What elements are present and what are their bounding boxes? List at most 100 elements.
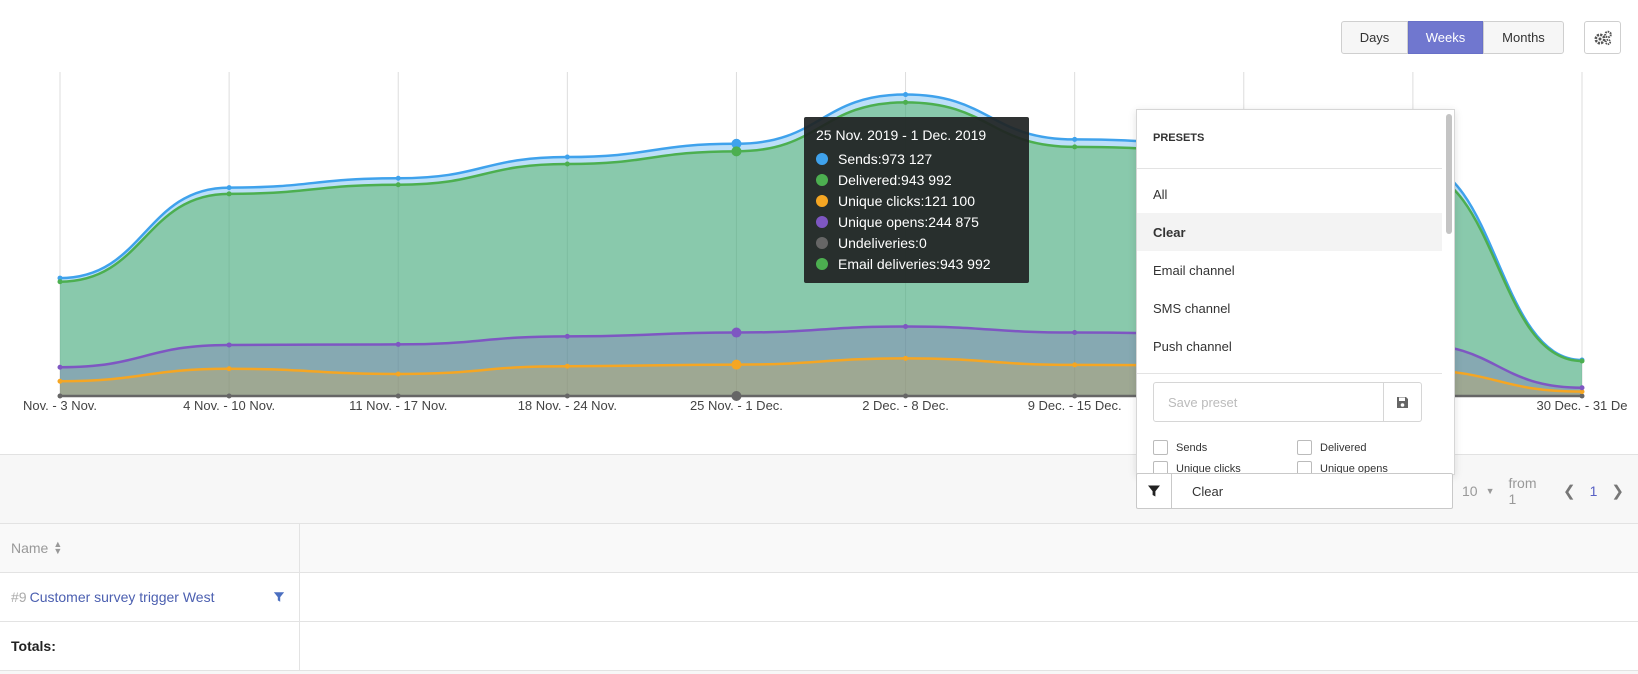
preset-all[interactable]: All xyxy=(1153,186,1168,202)
dropdown-scrollbar[interactable] xyxy=(1446,114,1452,234)
data-point xyxy=(564,154,570,160)
chevron-left-icon[interactable]: ❮ xyxy=(1563,483,1576,500)
data-point xyxy=(903,324,909,330)
save-preset-row xyxy=(1153,382,1422,422)
data-point xyxy=(226,342,232,348)
filter-value: Clear xyxy=(1192,483,1224,499)
data-point xyxy=(226,393,232,399)
chart-tooltip: 25 Nov. 2019 - 1 Dec. 2019 Sends973 127 … xyxy=(804,117,1029,283)
checkbox[interactable] xyxy=(1297,440,1312,455)
data-point xyxy=(731,138,742,149)
tooltip-value: 943 992 xyxy=(901,171,952,188)
row-name-link[interactable]: Customer survey trigger West xyxy=(29,589,215,605)
data-point xyxy=(564,333,570,339)
period-days-button[interactable]: Days xyxy=(1341,21,1408,54)
filter-icon[interactable] xyxy=(273,590,285,606)
data-point xyxy=(564,393,570,399)
x-tick-label: 30 Dec. - 31 De xyxy=(1536,398,1627,413)
presets-title: PRESETS xyxy=(1153,132,1205,144)
data-point xyxy=(57,279,63,285)
metric-label: Unique clicks xyxy=(1176,462,1241,475)
chevron-right-icon[interactable]: ❯ xyxy=(1611,483,1624,500)
tooltip-value: 121 100 xyxy=(924,192,975,209)
tooltip-label: Delivered xyxy=(838,172,901,188)
data-point xyxy=(903,393,909,399)
save-preset-button[interactable] xyxy=(1384,382,1422,422)
preset-sms-channel[interactable]: SMS channel xyxy=(1153,300,1231,316)
caret-down-icon[interactable]: ▼ xyxy=(1485,486,1495,496)
data-point xyxy=(1579,385,1585,391)
data-point xyxy=(395,182,401,188)
floppy-disk-icon xyxy=(1397,396,1408,408)
tooltip-row: Delivered943 992 xyxy=(816,169,1017,190)
name-cell: #9 Customer survey trigger West xyxy=(0,573,300,621)
x-tick-label: 9 Dec. - 15 Dec. xyxy=(1028,398,1122,413)
x-tick-label: 25 Nov. - 1 Dec. xyxy=(690,398,783,413)
metric-unique-opens[interactable]: Unique opens xyxy=(1297,461,1441,474)
metric-label: Sends xyxy=(1176,441,1208,454)
period-switch: Days Weeks Months xyxy=(1341,21,1564,54)
row-id: #9 xyxy=(11,589,27,605)
metric-unique-clicks[interactable]: Unique clicks xyxy=(1153,461,1297,475)
tooltip-label: Sends xyxy=(838,151,882,167)
data-point xyxy=(564,363,570,369)
tooltip-row: Unique opens244 875 xyxy=(816,211,1017,232)
data-point xyxy=(1072,144,1078,150)
totals-cell: Totals: xyxy=(0,622,300,670)
filter-button[interactable] xyxy=(1137,474,1172,508)
period-weeks-button[interactable]: Weeks xyxy=(1408,21,1483,54)
results-table: Name ▲ ▼ #9 Customer survey trigger West … xyxy=(0,523,1638,671)
tooltip-value: 973 127 xyxy=(881,150,933,167)
data-point xyxy=(731,391,742,401)
x-tick-label: 11 Nov. - 17 Nov. xyxy=(349,398,447,413)
series-dot xyxy=(816,173,828,186)
tooltip-label: Unique clicks xyxy=(838,193,924,209)
preset-push-channel[interactable]: Push channel xyxy=(1153,338,1232,354)
series-dot xyxy=(816,236,828,249)
chart-settings-button[interactable] xyxy=(1584,21,1621,54)
pagination: 10 ▼ from 1 ❮ 1 ❯ xyxy=(1462,475,1638,507)
save-preset-input[interactable] xyxy=(1153,382,1384,422)
x-tick-label: Nov. - 3 Nov. xyxy=(23,398,97,413)
checkbox[interactable] xyxy=(1153,440,1168,455)
tooltip-value: 943 992 xyxy=(939,255,991,272)
data-point xyxy=(903,92,909,98)
table-row: #9 Customer survey trigger West xyxy=(0,573,1638,622)
data-point xyxy=(1072,329,1078,335)
period-months-button[interactable]: Months xyxy=(1483,21,1564,54)
x-tick-label: 4 Nov. - 10 Nov. xyxy=(183,398,275,413)
filter-icon xyxy=(1148,485,1160,497)
data-point xyxy=(1072,393,1078,399)
page-size-select[interactable]: 10 xyxy=(1462,483,1478,499)
totals-label: Totals: xyxy=(11,638,56,654)
metric-sends[interactable]: Sends xyxy=(1153,440,1297,455)
preset-clear[interactable]: Clear xyxy=(1137,213,1442,251)
series-dot xyxy=(816,194,828,207)
sort-icon[interactable]: ▲ ▼ xyxy=(53,539,63,556)
gears-icon xyxy=(1594,30,1612,45)
checkbox[interactable] xyxy=(1297,461,1312,474)
table-header: Name ▲ ▼ xyxy=(0,524,1638,573)
metric-delivered[interactable]: Delivered xyxy=(1297,440,1441,455)
series-dot xyxy=(816,215,828,228)
divider xyxy=(1137,373,1442,374)
metric-label: Delivered xyxy=(1320,441,1367,454)
current-page[interactable]: 1 xyxy=(1589,483,1598,499)
data-point xyxy=(1579,358,1585,364)
tooltip-title: 25 Nov. 2019 - 1 Dec. 2019 xyxy=(816,127,987,143)
metric-checkboxes: Sends Delivered Unique clicks Unique ope… xyxy=(1153,440,1443,475)
presets-dropdown: PRESETS All Clear Email channel SMS chan… xyxy=(1136,109,1455,475)
preset-email-channel[interactable]: Email channel xyxy=(1153,262,1235,278)
data-point xyxy=(57,393,63,399)
data-point xyxy=(1579,389,1585,395)
tooltip-label: Undeliveries xyxy=(838,235,919,251)
data-point xyxy=(57,378,63,384)
tooltip-row: Sends973 127 xyxy=(816,148,1017,169)
checkbox[interactable] xyxy=(1153,461,1168,474)
tooltip-row: Email deliveries943 992 xyxy=(816,253,1017,274)
preset-filter-select[interactable]: Clear xyxy=(1136,473,1453,509)
data-point xyxy=(903,355,909,361)
name-column-header[interactable]: Name ▲ ▼ xyxy=(0,524,300,572)
data-point xyxy=(226,185,232,191)
data-point xyxy=(395,341,401,347)
